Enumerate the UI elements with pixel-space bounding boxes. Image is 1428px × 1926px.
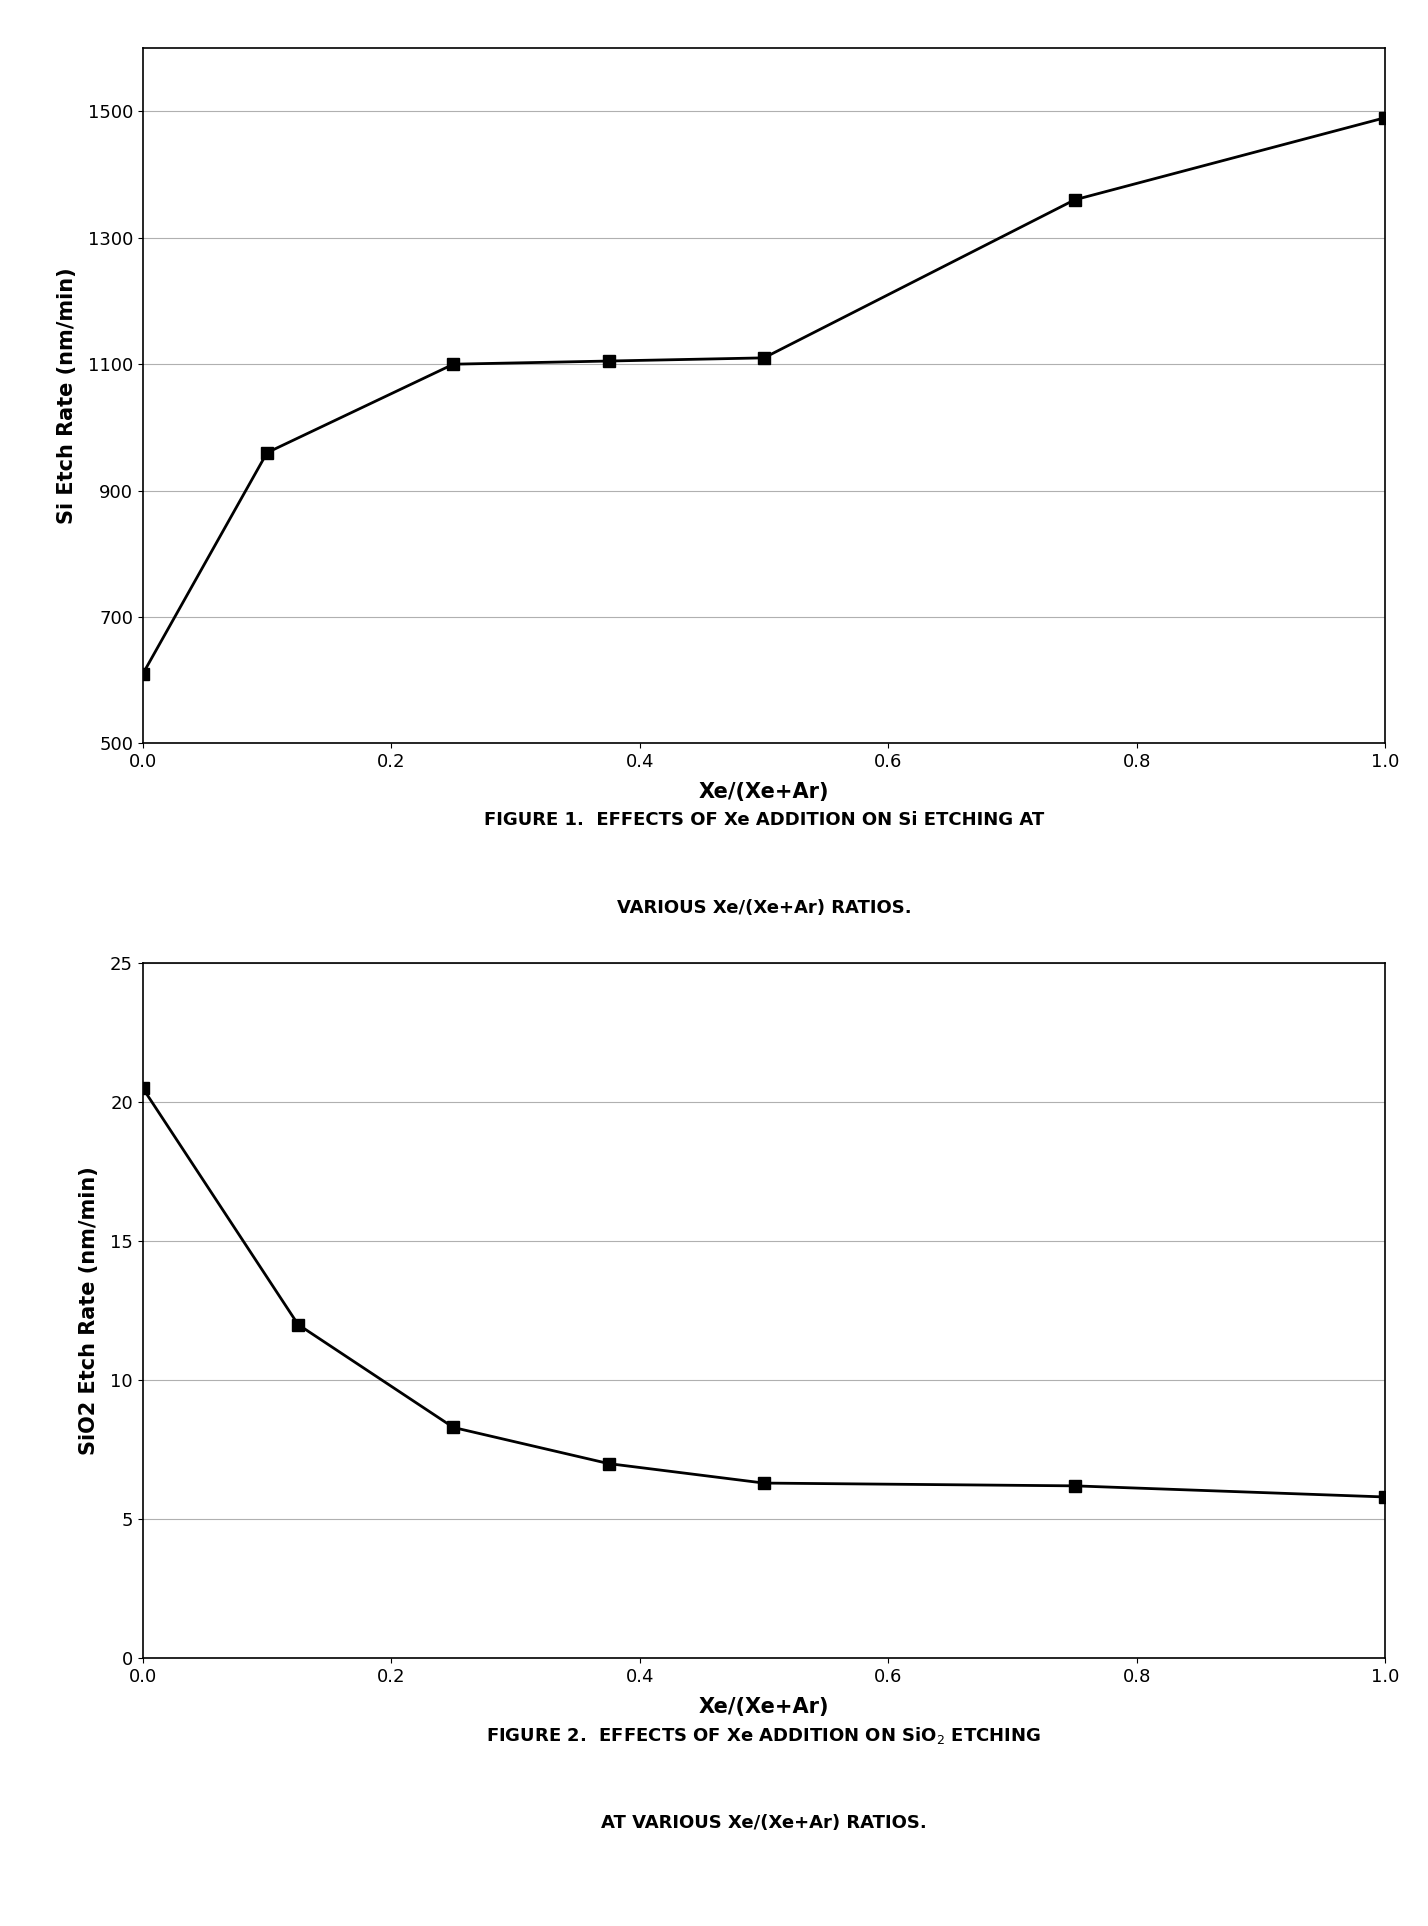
X-axis label: Xe/(Xe+Ar): Xe/(Xe+Ar) xyxy=(698,1697,830,1718)
Text: FIGURE 1.  EFFECTS OF Xe ADDITION ON Si ETCHING AT: FIGURE 1. EFFECTS OF Xe ADDITION ON Si E… xyxy=(484,811,1044,830)
Y-axis label: Si Etch Rate (nm/min): Si Etch Rate (nm/min) xyxy=(57,268,77,524)
Text: VARIOUS Xe/(Xe+Ar) RATIOS.: VARIOUS Xe/(Xe+Ar) RATIOS. xyxy=(617,899,911,917)
X-axis label: Xe/(Xe+Ar): Xe/(Xe+Ar) xyxy=(698,782,830,803)
Text: FIGURE 2.  EFFECTS OF Xe ADDITION ON SiO$_2$ ETCHING: FIGURE 2. EFFECTS OF Xe ADDITION ON SiO$… xyxy=(487,1724,1041,1745)
Y-axis label: SiO2 Etch Rate (nm/min): SiO2 Etch Rate (nm/min) xyxy=(79,1167,99,1454)
Text: AT VARIOUS Xe/(Xe+Ar) RATIOS.: AT VARIOUS Xe/(Xe+Ar) RATIOS. xyxy=(601,1814,927,1832)
